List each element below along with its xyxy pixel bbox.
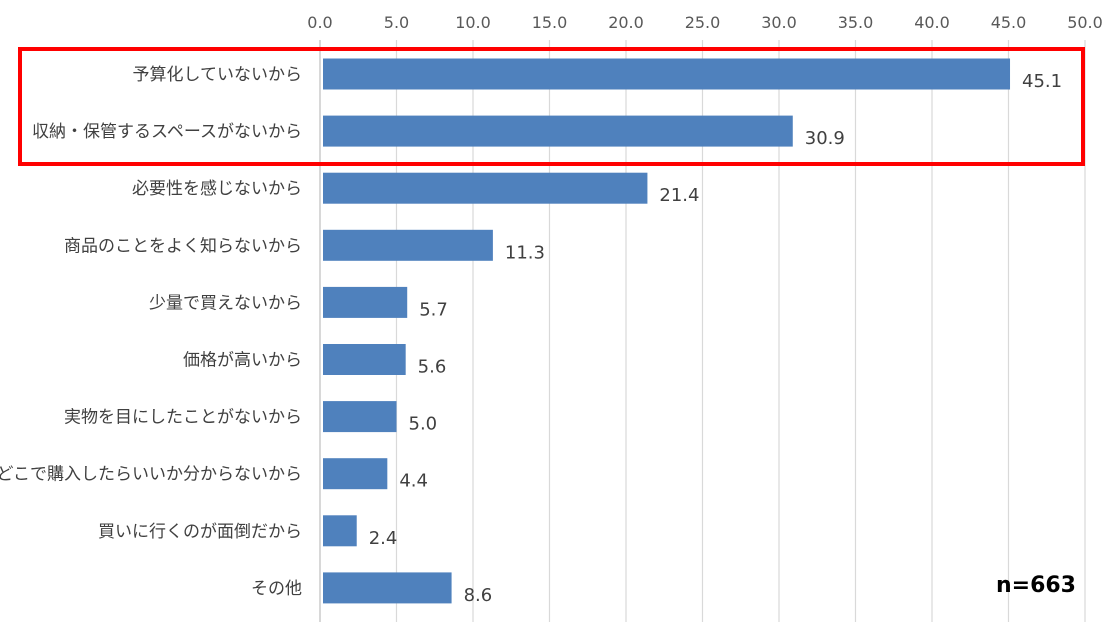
x-tick-label: 0.0: [307, 13, 332, 32]
bar: [323, 401, 397, 433]
category-label: 買いに行くのが面倒だから: [98, 522, 302, 542]
sample-size-annotation: n=663: [996, 573, 1076, 598]
x-tick-label: 50.0: [1067, 13, 1103, 32]
bar: [323, 515, 357, 547]
bar: [323, 229, 493, 261]
bar: [323, 115, 793, 147]
highlight-box: [18, 47, 1085, 166]
x-tick-label: 45.0: [991, 13, 1027, 32]
x-tick-label: 5.0: [384, 13, 409, 32]
bar: [323, 286, 408, 318]
category-label: 必要性を感じないから: [132, 179, 302, 199]
category-label: 少量で買えないから: [149, 293, 302, 313]
x-tick-label: 10.0: [455, 13, 491, 32]
x-tick-label: 20.0: [608, 13, 644, 32]
value-label: 45.1: [1022, 71, 1062, 92]
category-label: 予算化していないから: [133, 65, 303, 85]
x-tick-label: 30.0: [761, 13, 797, 32]
value-label: 30.9: [805, 128, 845, 149]
value-labels: 45.1 30.9 21.4 11.3 5.7 5.6 5.0 4.4 2.4 8.6: [369, 71, 1062, 606]
category-label: その他: [251, 579, 302, 599]
bars: [323, 58, 1011, 604]
category-labels: 予算化していないから収納・保管するスペースがないから必要性を感じないから商品のこ…: [0, 65, 302, 599]
bar: [323, 344, 406, 375]
value-label: 4.4: [399, 471, 428, 492]
bar: [323, 572, 452, 604]
bar: [323, 458, 388, 490]
value-label: 11.3: [505, 242, 545, 263]
category-label: 実物を目にしたことがないから: [64, 408, 302, 428]
value-label: 21.4: [659, 185, 699, 206]
category-label: どこで購入したらいいか分からないから: [0, 465, 302, 485]
value-label: 5.7: [419, 299, 448, 320]
x-tick-label: 25.0: [685, 13, 721, 32]
x-tick-label: 40.0: [914, 13, 950, 32]
bar: [323, 58, 1011, 90]
value-label: 5.0: [409, 414, 438, 435]
x-tick-labels: 0.0 5.0 10.0 15.0 20.0 25.0 30.0 35.0 40.0 45.0 50…: [307, 13, 1103, 32]
x-tick-label: 35.0: [838, 13, 874, 32]
bar: [323, 172, 648, 204]
category-label: 価格が高いから: [183, 351, 302, 371]
x-tick-label: 15.0: [532, 13, 568, 32]
category-label: 収納・保管するスペースがないから: [32, 122, 302, 142]
value-label: 8.6: [464, 585, 493, 606]
value-label: 5.6: [418, 357, 447, 378]
category-label: 商品のことをよく知らないから: [64, 236, 302, 256]
value-label: 2.4: [369, 528, 398, 549]
